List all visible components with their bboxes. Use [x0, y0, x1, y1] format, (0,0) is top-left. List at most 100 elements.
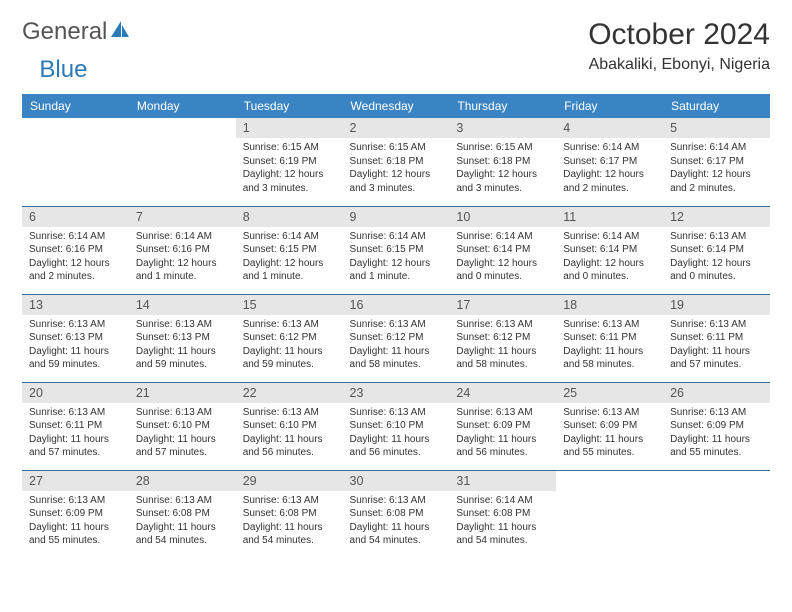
- dayname-2: Tuesday: [236, 94, 343, 118]
- week-row: 27Sunrise: 6:13 AM Sunset: 6:09 PM Dayli…: [22, 470, 770, 558]
- day-text: Sunrise: 6:13 AM Sunset: 6:14 PM Dayligh…: [663, 227, 770, 289]
- day-number: 18: [556, 295, 663, 315]
- day-text: Sunrise: 6:13 AM Sunset: 6:08 PM Dayligh…: [343, 491, 450, 553]
- day-cell: 4Sunrise: 6:14 AM Sunset: 6:17 PM Daylig…: [556, 118, 663, 206]
- day-number: 9: [343, 207, 450, 227]
- day-number: 12: [663, 207, 770, 227]
- day-cell: 24Sunrise: 6:13 AM Sunset: 6:09 PM Dayli…: [449, 382, 556, 470]
- day-cell: 31Sunrise: 6:14 AM Sunset: 6:08 PM Dayli…: [449, 470, 556, 558]
- day-number: 25: [556, 383, 663, 403]
- day-number: 30: [343, 471, 450, 491]
- day-number: 23: [343, 383, 450, 403]
- day-number: 1: [236, 118, 343, 138]
- day-cell: 15Sunrise: 6:13 AM Sunset: 6:12 PM Dayli…: [236, 294, 343, 382]
- dayname-6: Saturday: [663, 94, 770, 118]
- day-cell: 26Sunrise: 6:13 AM Sunset: 6:09 PM Dayli…: [663, 382, 770, 470]
- day-number: 13: [22, 295, 129, 315]
- day-number: 11: [556, 207, 663, 227]
- title-block: October 2024 Abakaliki, Ebonyi, Nigeria: [588, 18, 770, 74]
- day-text: Sunrise: 6:15 AM Sunset: 6:18 PM Dayligh…: [343, 138, 450, 200]
- week-row: 6Sunrise: 6:14 AM Sunset: 6:16 PM Daylig…: [22, 206, 770, 294]
- day-text: Sunrise: 6:13 AM Sunset: 6:09 PM Dayligh…: [22, 491, 129, 553]
- day-number: 17: [449, 295, 556, 315]
- day-cell: 5Sunrise: 6:14 AM Sunset: 6:17 PM Daylig…: [663, 118, 770, 206]
- day-number: 29: [236, 471, 343, 491]
- day-number: 26: [663, 383, 770, 403]
- day-cell: 21Sunrise: 6:13 AM Sunset: 6:10 PM Dayli…: [129, 382, 236, 470]
- day-text: Sunrise: 6:13 AM Sunset: 6:11 PM Dayligh…: [556, 315, 663, 377]
- day-cell: 20Sunrise: 6:13 AM Sunset: 6:11 PM Dayli…: [22, 382, 129, 470]
- day-number: 3: [449, 118, 556, 138]
- day-text: Sunrise: 6:13 AM Sunset: 6:12 PM Dayligh…: [343, 315, 450, 377]
- day-text: Sunrise: 6:13 AM Sunset: 6:12 PM Dayligh…: [236, 315, 343, 377]
- day-text: Sunrise: 6:14 AM Sunset: 6:08 PM Dayligh…: [449, 491, 556, 553]
- day-cell: 9Sunrise: 6:14 AM Sunset: 6:15 PM Daylig…: [343, 206, 450, 294]
- day-cell: 27Sunrise: 6:13 AM Sunset: 6:09 PM Dayli…: [22, 470, 129, 558]
- day-text: Sunrise: 6:14 AM Sunset: 6:16 PM Dayligh…: [129, 227, 236, 289]
- sail-icon: [109, 18, 131, 46]
- dayname-5: Friday: [556, 94, 663, 118]
- day-cell: 14Sunrise: 6:13 AM Sunset: 6:13 PM Dayli…: [129, 294, 236, 382]
- week-row: 1Sunrise: 6:15 AM Sunset: 6:19 PM Daylig…: [22, 118, 770, 206]
- day-text: Sunrise: 6:13 AM Sunset: 6:09 PM Dayligh…: [449, 403, 556, 465]
- week-row: 20Sunrise: 6:13 AM Sunset: 6:11 PM Dayli…: [22, 382, 770, 470]
- day-cell: 12Sunrise: 6:13 AM Sunset: 6:14 PM Dayli…: [663, 206, 770, 294]
- calendar-table: SundayMondayTuesdayWednesdayThursdayFrid…: [22, 94, 770, 558]
- day-number: 15: [236, 295, 343, 315]
- dayname-3: Wednesday: [343, 94, 450, 118]
- day-cell: 3Sunrise: 6:15 AM Sunset: 6:18 PM Daylig…: [449, 118, 556, 206]
- day-cell: [22, 118, 129, 206]
- day-cell: 19Sunrise: 6:13 AM Sunset: 6:11 PM Dayli…: [663, 294, 770, 382]
- day-number: 31: [449, 471, 556, 491]
- day-cell: [129, 118, 236, 206]
- day-cell: 16Sunrise: 6:13 AM Sunset: 6:12 PM Dayli…: [343, 294, 450, 382]
- day-text: Sunrise: 6:13 AM Sunset: 6:10 PM Dayligh…: [129, 403, 236, 465]
- day-cell: 17Sunrise: 6:13 AM Sunset: 6:12 PM Dayli…: [449, 294, 556, 382]
- day-text: Sunrise: 6:13 AM Sunset: 6:11 PM Dayligh…: [663, 315, 770, 377]
- day-text: Sunrise: 6:13 AM Sunset: 6:13 PM Dayligh…: [22, 315, 129, 377]
- day-cell: [556, 470, 663, 558]
- day-text: Sunrise: 6:13 AM Sunset: 6:09 PM Dayligh…: [556, 403, 663, 465]
- day-number: 8: [236, 207, 343, 227]
- day-cell: 25Sunrise: 6:13 AM Sunset: 6:09 PM Dayli…: [556, 382, 663, 470]
- day-cell: 23Sunrise: 6:13 AM Sunset: 6:10 PM Dayli…: [343, 382, 450, 470]
- location: Abakaliki, Ebonyi, Nigeria: [588, 56, 770, 74]
- day-cell: 1Sunrise: 6:15 AM Sunset: 6:19 PM Daylig…: [236, 118, 343, 206]
- day-text: Sunrise: 6:13 AM Sunset: 6:11 PM Dayligh…: [22, 403, 129, 465]
- day-text: Sunrise: 6:13 AM Sunset: 6:12 PM Dayligh…: [449, 315, 556, 377]
- day-number: 24: [449, 383, 556, 403]
- day-text: Sunrise: 6:14 AM Sunset: 6:17 PM Dayligh…: [663, 138, 770, 200]
- calendar-body: 1Sunrise: 6:15 AM Sunset: 6:19 PM Daylig…: [22, 118, 770, 558]
- day-cell: 8Sunrise: 6:14 AM Sunset: 6:15 PM Daylig…: [236, 206, 343, 294]
- day-text: Sunrise: 6:14 AM Sunset: 6:14 PM Dayligh…: [556, 227, 663, 289]
- day-cell: 10Sunrise: 6:14 AM Sunset: 6:14 PM Dayli…: [449, 206, 556, 294]
- day-number: 27: [22, 471, 129, 491]
- day-cell: 18Sunrise: 6:13 AM Sunset: 6:11 PM Dayli…: [556, 294, 663, 382]
- day-number: 20: [22, 383, 129, 403]
- day-text: Sunrise: 6:14 AM Sunset: 6:17 PM Dayligh…: [556, 138, 663, 200]
- day-number: 10: [449, 207, 556, 227]
- day-cell: 11Sunrise: 6:14 AM Sunset: 6:14 PM Dayli…: [556, 206, 663, 294]
- day-cell: [663, 470, 770, 558]
- day-text: Sunrise: 6:13 AM Sunset: 6:08 PM Dayligh…: [236, 491, 343, 553]
- day-number: 5: [663, 118, 770, 138]
- day-cell: 13Sunrise: 6:13 AM Sunset: 6:13 PM Dayli…: [22, 294, 129, 382]
- day-text: Sunrise: 6:14 AM Sunset: 6:15 PM Dayligh…: [236, 227, 343, 289]
- logo-text-2: Blue: [39, 56, 87, 84]
- day-text: Sunrise: 6:13 AM Sunset: 6:08 PM Dayligh…: [129, 491, 236, 553]
- day-cell: 2Sunrise: 6:15 AM Sunset: 6:18 PM Daylig…: [343, 118, 450, 206]
- logo: General: [22, 18, 131, 46]
- day-cell: 29Sunrise: 6:13 AM Sunset: 6:08 PM Dayli…: [236, 470, 343, 558]
- day-text: Sunrise: 6:13 AM Sunset: 6:10 PM Dayligh…: [343, 403, 450, 465]
- day-cell: 28Sunrise: 6:13 AM Sunset: 6:08 PM Dayli…: [129, 470, 236, 558]
- dayname-0: Sunday: [22, 94, 129, 118]
- day-number: 14: [129, 295, 236, 315]
- day-text: Sunrise: 6:13 AM Sunset: 6:09 PM Dayligh…: [663, 403, 770, 465]
- logo-text-1: General: [22, 18, 107, 46]
- day-text: Sunrise: 6:15 AM Sunset: 6:19 PM Dayligh…: [236, 138, 343, 200]
- day-number: 16: [343, 295, 450, 315]
- day-cell: 30Sunrise: 6:13 AM Sunset: 6:08 PM Dayli…: [343, 470, 450, 558]
- dayname-4: Thursday: [449, 94, 556, 118]
- day-number: 28: [129, 471, 236, 491]
- day-cell: 6Sunrise: 6:14 AM Sunset: 6:16 PM Daylig…: [22, 206, 129, 294]
